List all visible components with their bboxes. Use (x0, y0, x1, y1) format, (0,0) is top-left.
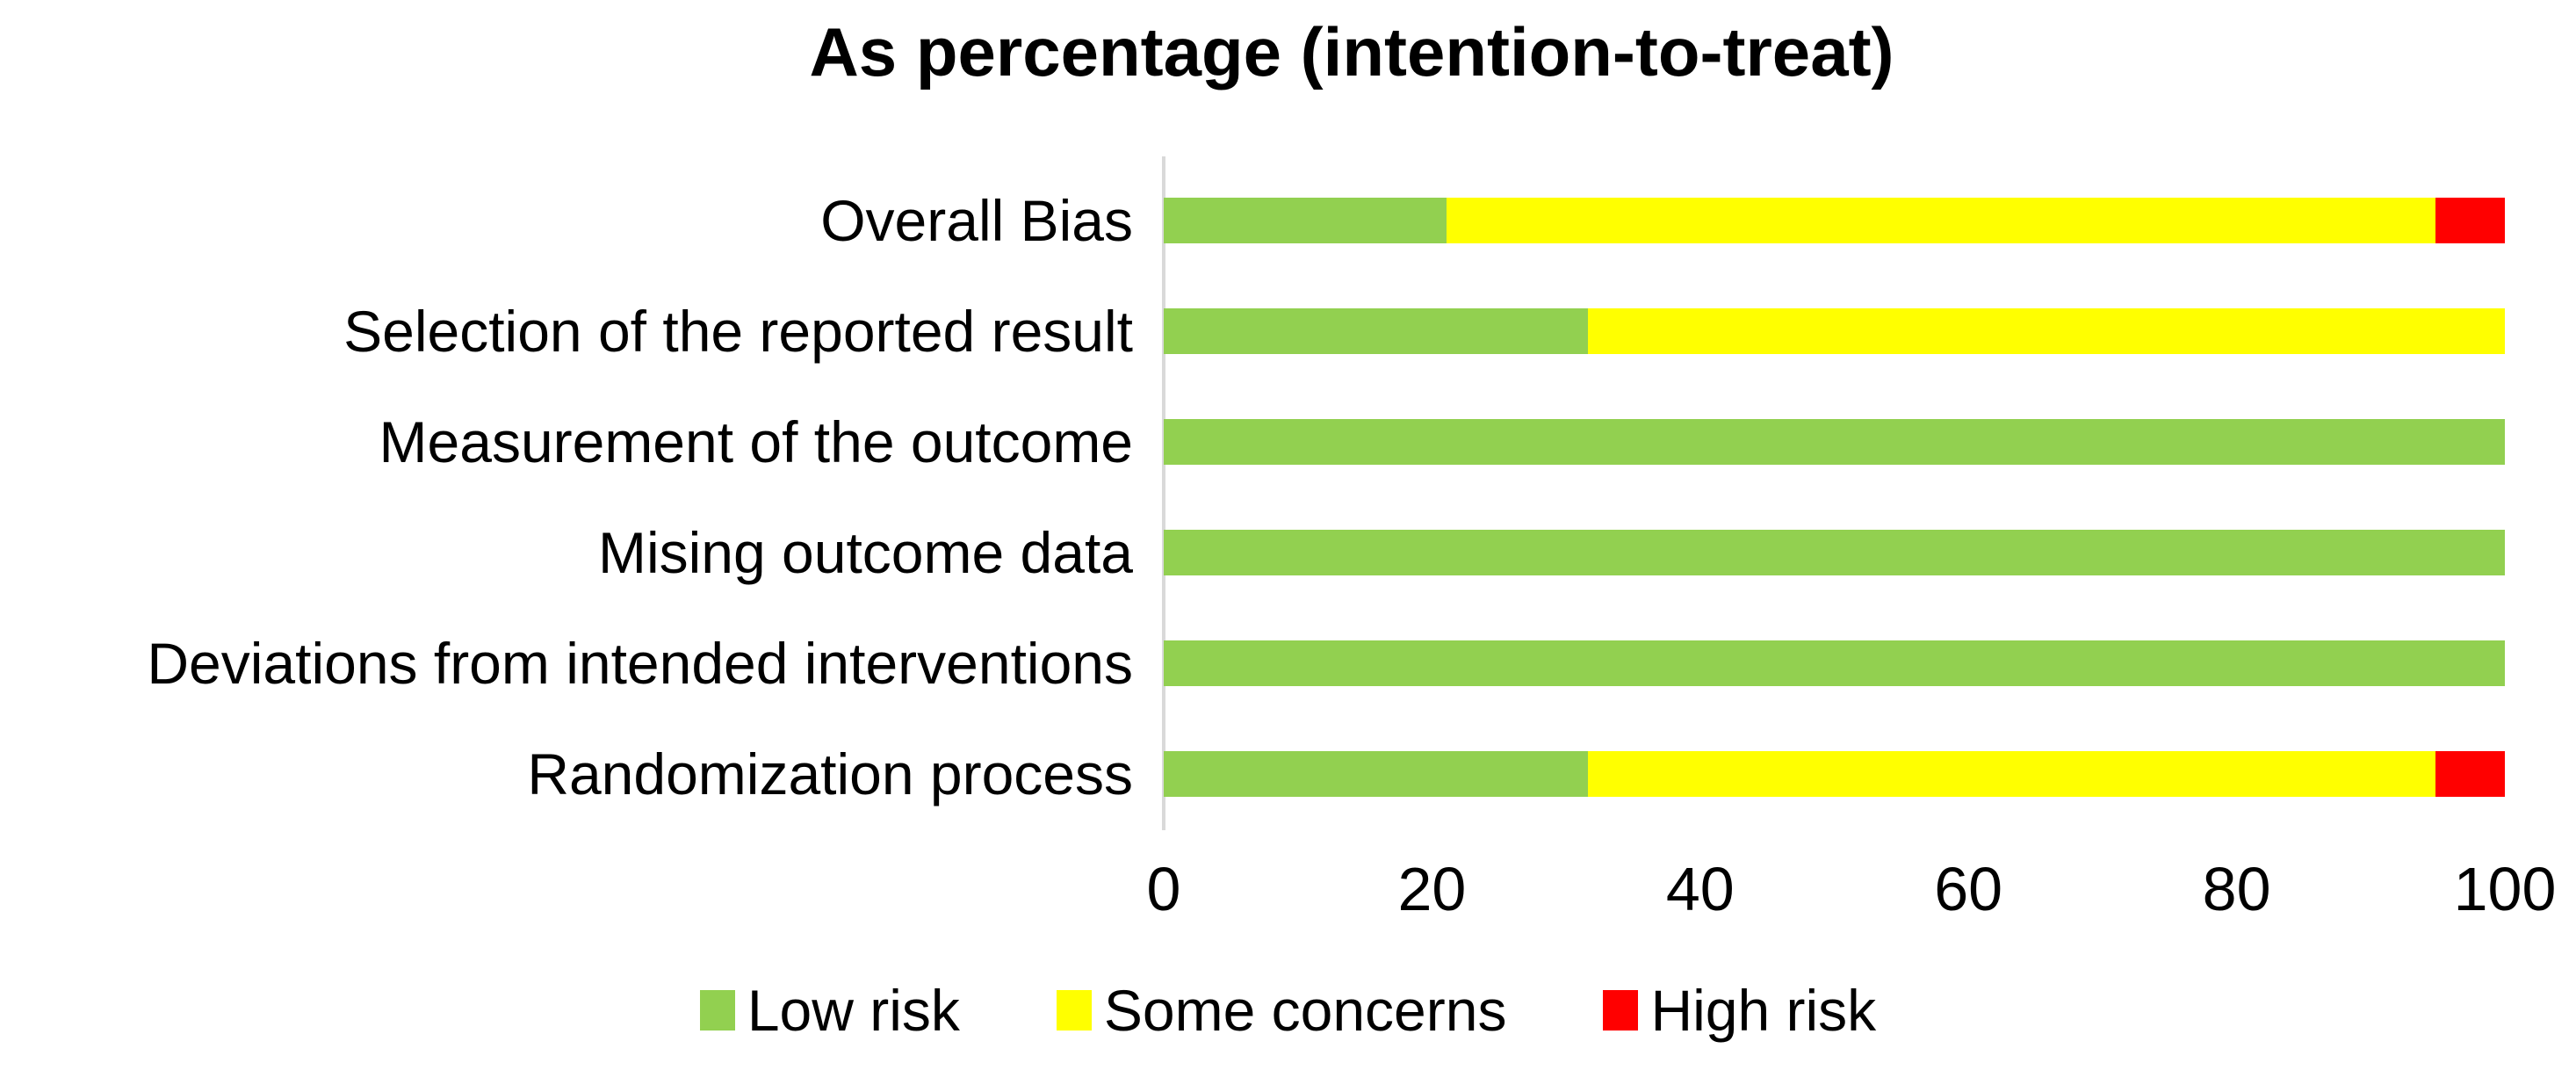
bar-overall-bias (1164, 198, 2505, 243)
chart-row: Selection of the reported result (0, 276, 2576, 387)
category-label-selection-of-the-reported-result: Selection of the reported result (343, 299, 1133, 364)
category-label-overall-bias: Overall Bias (820, 188, 1133, 253)
legend-marker-high-risk-icon (1603, 990, 1639, 1031)
legend-label-some-concerns: Some concerns (1103, 978, 1507, 1043)
category-label-randomization-process: Randomization process (527, 741, 1133, 806)
chart-row: Measurement of the outcome (0, 387, 2576, 497)
x-axis-ticks: 0 20 40 60 80 100 (1147, 854, 2557, 933)
bar-segment-some-concerns (1587, 308, 2505, 354)
legend-marker-low-risk-icon (699, 990, 735, 1031)
legend-item-high-risk: High risk (1603, 977, 1876, 1044)
bar-segment-low-risk (1164, 530, 2505, 575)
bar-segment-high-risk (2435, 751, 2505, 797)
x-tick-label-60: 60 (1934, 855, 2003, 923)
bar-segment-low-risk (1164, 751, 1588, 797)
bar-randomization-process (1164, 751, 2505, 797)
chart-title: As percentage (intention-to-treat) (809, 13, 1894, 90)
bar-segment-low-risk (1164, 308, 1588, 354)
bar-measurement-of-the-outcome (1164, 419, 2505, 465)
bar-mising-outcome-data (1164, 530, 2505, 575)
bar-segment-low-risk (1164, 640, 2505, 686)
y-axis-line (1162, 156, 1165, 830)
legend-item-some-concerns: Some concerns (1056, 977, 1507, 1044)
category-label-deviations-from-intended-interventions: Deviations from intended interventions (147, 631, 1133, 696)
category-label-measurement-of-the-outcome: Measurement of the outcome (379, 409, 1133, 474)
bar-segment-some-concerns (1447, 198, 2435, 243)
category-label-mising-outcome-data: Mising outcome data (598, 520, 1133, 585)
x-tick-label-80: 80 (2202, 855, 2271, 923)
bar-selection-of-the-reported-result (1164, 308, 2505, 354)
x-tick-label-100: 100 (2453, 855, 2557, 923)
chart-rows: Overall Bias Selection of the reported re… (0, 165, 2576, 829)
chart-row: Overall Bias (0, 165, 2576, 276)
chart-row: Deviations from intended interventions (0, 608, 2576, 719)
legend-label-high-risk: High risk (1650, 978, 1877, 1043)
x-tick-label-0: 0 (1146, 855, 1181, 923)
bar-segment-low-risk (1164, 198, 1447, 243)
chart-row: Mising outcome data (0, 497, 2576, 608)
x-tick-label-20: 20 (1397, 855, 1467, 923)
x-tick-label-40: 40 (1665, 855, 1735, 923)
bar-segment-low-risk (1164, 419, 2505, 465)
chart-row: Randomization process (0, 719, 2576, 829)
bar-deviations-from-intended-interventions (1164, 640, 2505, 686)
bar-segment-some-concerns (1587, 751, 2435, 797)
legend-marker-some-concerns-icon (1056, 990, 1092, 1031)
bar-segment-high-risk (2435, 198, 2505, 243)
legend-label-low-risk: Low risk (747, 978, 960, 1043)
legend: Low risk Some concerns High risk (0, 977, 2576, 1044)
legend-item-low-risk: Low risk (699, 977, 960, 1044)
